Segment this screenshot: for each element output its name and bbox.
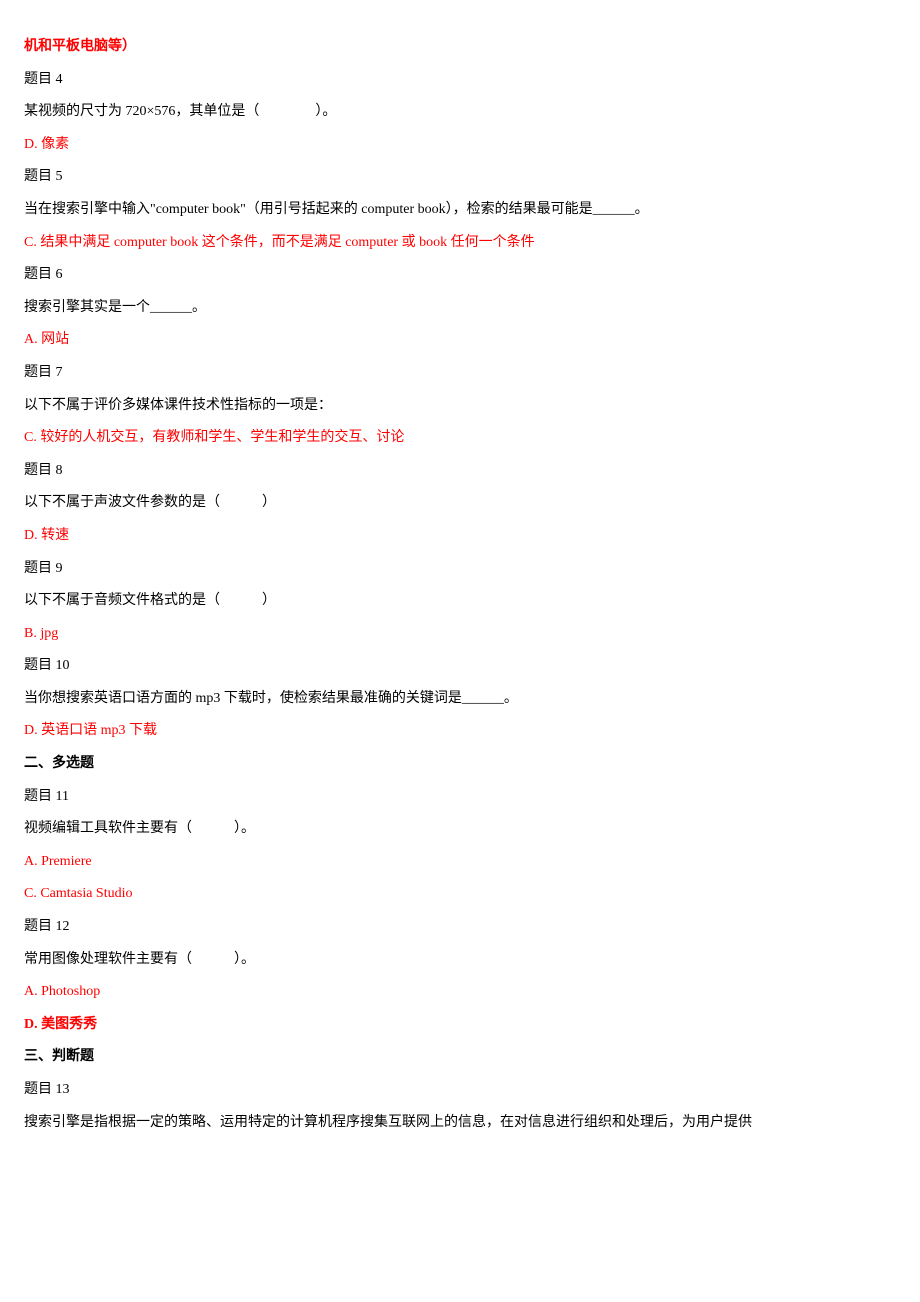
section-3-heading: 三、判断题 [24, 1044, 896, 1071]
question-7-answer: C. 较好的人机交互，有教师和学生、学生和学生的交互、讨论 [24, 425, 896, 452]
question-11-text: 视频编辑工具软件主要有（ ）。 [24, 816, 896, 843]
question-10-text: 当你想搜索英语口语方面的 mp3 下载时，使检索结果最准确的关键词是______… [24, 686, 896, 713]
question-6-text: 搜索引擎其实是一个______。 [24, 295, 896, 322]
question-12-text: 常用图像处理软件主要有（ ）。 [24, 947, 896, 974]
question-4-title: 题目 4 [24, 67, 896, 94]
question-7-text: 以下不属于评价多媒体课件技术性指标的一项是： [24, 393, 896, 420]
question-13-text: 搜索引擎是指根据一定的策略、运用特定的计算机程序搜集互联网上的信息，在对信息进行… [24, 1110, 896, 1137]
question-8-answer: D. 转速 [24, 523, 896, 550]
question-8-title: 题目 8 [24, 458, 896, 485]
question-5-answer: C. 结果中满足 computer book 这个条件，而不是满足 comput… [24, 230, 896, 257]
question-10-answer: D. 英语口语 mp3 下载 [24, 718, 896, 745]
question-9-title: 题目 9 [24, 556, 896, 583]
question-5-text: 当在搜索引擎中输入"computer book"（用引号括起来的 compute… [24, 197, 896, 224]
question-13-title: 题目 13 [24, 1077, 896, 1104]
question-9-answer: B. jpg [24, 621, 896, 648]
question-11-answer-c: C. Camtasia Studio [24, 881, 896, 908]
question-10-title: 题目 10 [24, 653, 896, 680]
question-6-title: 题目 6 [24, 262, 896, 289]
question-12-title: 题目 12 [24, 914, 896, 941]
question-4-text: 某视频的尺寸为 720×576，其单位是（ ）。 [24, 99, 896, 126]
question-12-answer-d: D. 美图秀秀 [24, 1012, 896, 1039]
question-5-title: 题目 5 [24, 164, 896, 191]
question-6-answer: A. 网站 [24, 327, 896, 354]
question-12-answer-a: A. Photoshop [24, 979, 896, 1006]
question-7-title: 题目 7 [24, 360, 896, 387]
question-11-answer-a: A. Premiere [24, 849, 896, 876]
question-8-text: 以下不属于声波文件参数的是（ ） [24, 490, 896, 517]
question-4-answer: D. 像素 [24, 132, 896, 159]
question-9-text: 以下不属于音频文件格式的是（ ） [24, 588, 896, 615]
question-11-title: 题目 11 [24, 784, 896, 811]
section-2-heading: 二、多选题 [24, 751, 896, 778]
answer-fragment-top: 机和平板电脑等） [24, 34, 896, 61]
